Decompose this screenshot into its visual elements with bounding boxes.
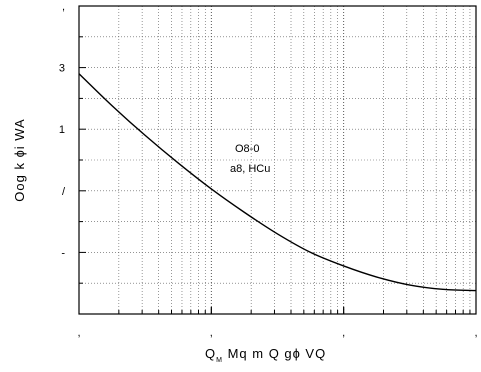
- y-tick-labels: - / 1 3,: [59, 1, 66, 259]
- x-axis-title: QM Mq m Q gɸ VQ: [205, 346, 326, 364]
- x-axis-title-rest: Mq m Q gɸ VQ: [223, 346, 326, 361]
- y-tick-label: ,: [62, 1, 65, 13]
- x-axis-title-sub: M: [216, 357, 223, 364]
- series-line: [78, 73, 477, 292]
- annotation-line-2: a8, HCu: [230, 163, 270, 175]
- x-tick-label: ,: [77, 327, 80, 339]
- grid-lines: [79, 6, 476, 314]
- x-tick-labels: ,,,,: [77, 327, 477, 339]
- x-axis-title-main: Q: [205, 346, 216, 361]
- y-tick-label: -: [61, 247, 65, 259]
- x-tick-label: ,: [342, 327, 345, 339]
- y-tick-label: 3: [59, 63, 65, 75]
- y-tick-label: /: [62, 186, 66, 198]
- annotation-line-1: O8-0: [235, 143, 259, 155]
- x-tick-label: ,: [210, 327, 213, 339]
- x-tick-label: ,: [474, 327, 477, 339]
- y-axis-title: Oog k ɸi WA: [12, 118, 27, 201]
- axis-ticks: [79, 36, 471, 314]
- y-tick-label: 1: [59, 124, 65, 136]
